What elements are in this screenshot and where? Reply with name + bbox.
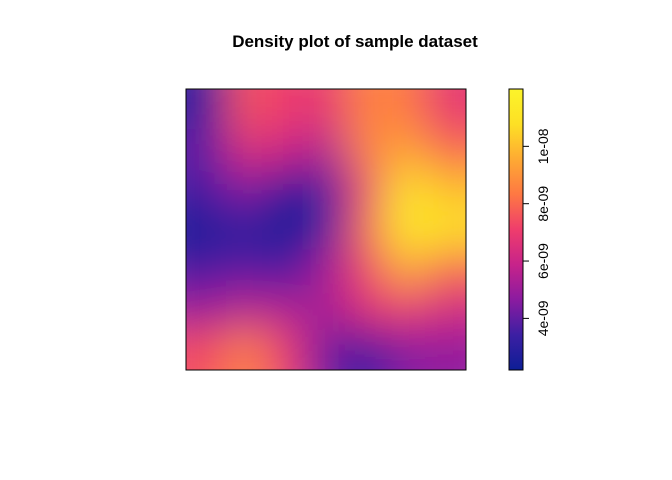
- heatmap-cell: [386, 329, 427, 370]
- heatmap-cell: [306, 169, 347, 211]
- heatmap-cell: [346, 129, 387, 171]
- heatmap-cell: [306, 329, 347, 370]
- heatmap-cell: [186, 289, 227, 331]
- colorbar-ticks: 4e-09 6e-09 8e-09 1e-08: [523, 128, 551, 336]
- heatmap-cell: [226, 329, 267, 370]
- colorbar-tick-label: 8e-09: [535, 186, 551, 222]
- heatmap-cell: [266, 209, 307, 251]
- heatmap-cell: [226, 169, 267, 211]
- heatmap-cell: [186, 329, 227, 370]
- heatmap-cell: [426, 289, 466, 331]
- heatmap-cell: [426, 169, 466, 211]
- heatmap-cell: [346, 329, 387, 370]
- chart-title: Density plot of sample dataset: [232, 32, 478, 51]
- heatmap-cell: [226, 89, 267, 131]
- heatmap-cell: [386, 209, 427, 251]
- heatmap-cell: [266, 129, 307, 171]
- heatmap-cell: [186, 209, 227, 251]
- heatmap-cell: [386, 169, 427, 211]
- heatmap-cell: [226, 209, 267, 251]
- heatmap-cell: [186, 89, 227, 131]
- heatmap-cell: [346, 209, 387, 251]
- heatmap-cell: [226, 249, 267, 291]
- colorbar-tick-label: 1e-08: [535, 128, 551, 164]
- heatmap-cell: [306, 289, 347, 331]
- heatmap-cell: [426, 209, 466, 251]
- colorbar-tick-label: 4e-09: [535, 300, 551, 336]
- heatmap-cell: [306, 209, 347, 251]
- heatmap-cell: [346, 169, 387, 211]
- heatmap-cell: [186, 129, 227, 171]
- heatmap-cell: [226, 289, 267, 331]
- heatmap-cell: [226, 129, 267, 171]
- plot-frame: [185, 88, 467, 371]
- heatmap-cell: [266, 289, 307, 331]
- heatmap-cells: [186, 89, 466, 370]
- heatmap-cell: [306, 89, 347, 131]
- heatmap-cell: [426, 129, 466, 171]
- heatmap-cell: [186, 169, 227, 211]
- heatmap-cell: [386, 89, 427, 131]
- heatmap-cell: [346, 289, 387, 331]
- heatmap-cell: [386, 129, 427, 171]
- plot-area: [186, 89, 466, 370]
- heatmap-cell: [426, 249, 466, 291]
- heatmap-cell: [266, 89, 307, 131]
- heatmap-cell: [266, 169, 307, 211]
- heatmap-cell: [306, 249, 347, 291]
- heatmap-cell: [386, 249, 427, 291]
- heatmap-cell: [346, 89, 387, 131]
- heatmap-cell: [266, 249, 307, 291]
- heatmap-cell: [426, 329, 466, 370]
- colorbar: [508, 88, 524, 371]
- heatmap-cell: [306, 129, 347, 171]
- heatmap-cell: [426, 89, 466, 131]
- heatmap-cell: [346, 249, 387, 291]
- heatmap-cell: [186, 249, 227, 291]
- heatmap-cell: [266, 329, 307, 370]
- colorbar-tick-label: 6e-09: [535, 243, 551, 279]
- heatmap-cell: [386, 289, 427, 331]
